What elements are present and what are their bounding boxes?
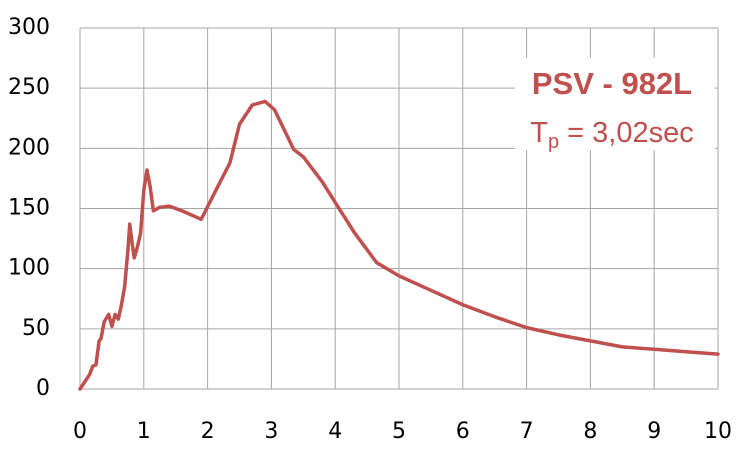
x-tick-label: 8 — [583, 419, 597, 444]
x-tick-label: 10 — [704, 419, 732, 444]
annotation-period: Tp = 3,02sec — [530, 117, 693, 154]
annotation-box — [515, 58, 715, 150]
y-tick-label: 0 — [36, 376, 50, 401]
x-tick-label: 3 — [264, 419, 278, 444]
period-symbol: T — [530, 117, 548, 149]
y-tick-label: 100 — [8, 256, 50, 281]
x-tick-label: 7 — [520, 419, 534, 444]
line — [78, 99, 720, 391]
y-tick-label: 150 — [8, 196, 50, 221]
x-tick-label: 0 — [73, 419, 87, 444]
x-tick-label: 5 — [392, 419, 406, 444]
x-tick-label: 6 — [456, 419, 470, 444]
x-tick-label: 2 — [201, 419, 215, 444]
x-tick-label: 4 — [328, 419, 342, 444]
y-tick-label: 200 — [8, 135, 50, 160]
y-tick-label: 300 — [8, 15, 50, 40]
plot-area: 0 50 100 150 200 250 300 0 1 2 3 4 5 6 7 8 9 10 — [8, 15, 732, 444]
x-tick-label: 9 — [647, 419, 661, 444]
y-tick-label: 50 — [22, 316, 50, 341]
y-tick-label: 250 — [8, 75, 50, 100]
period-text: = 3,02sec — [559, 117, 694, 149]
x-tick-label: 1 — [137, 419, 151, 444]
period-subscript: p — [548, 131, 559, 153]
annotation-title: PSV - 982L — [532, 66, 692, 101]
